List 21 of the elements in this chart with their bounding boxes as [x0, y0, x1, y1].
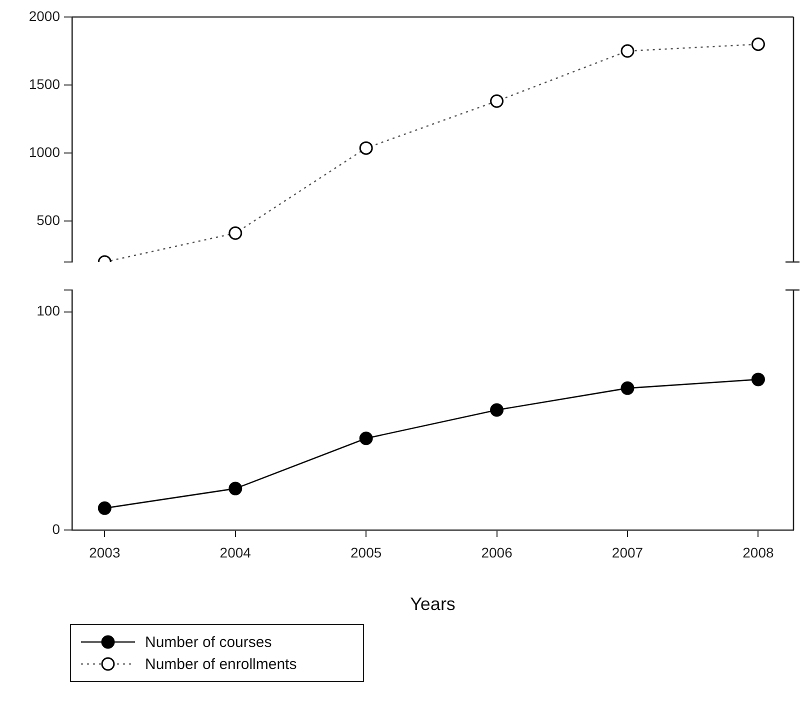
x-tick-label: 2003: [89, 544, 120, 560]
point: [751, 372, 765, 386]
x-tick-label: 2004: [220, 544, 252, 560]
x-axis-title: Years: [410, 594, 456, 614]
point: [620, 381, 634, 395]
legend-label: Number of courses: [145, 634, 272, 650]
y-tick-label: 500: [36, 212, 60, 228]
point: [98, 501, 112, 515]
legend-label: Number of enrollments: [145, 656, 297, 672]
y-tick-label: 2000: [28, 8, 60, 24]
x-tick-label: 2005: [350, 544, 382, 560]
point: [359, 432, 373, 446]
x-tick-label: 2008: [742, 544, 774, 560]
x-tick-label: 2006: [481, 544, 513, 560]
y-tick-label: 1500: [28, 76, 60, 92]
y-tick-label: 0: [52, 520, 60, 537]
x-tick-label: 2007: [612, 544, 644, 560]
point: [490, 403, 504, 417]
y-tick-label: 100: [36, 302, 60, 319]
y-tick-label: 1000: [28, 144, 60, 160]
point: [228, 482, 242, 496]
